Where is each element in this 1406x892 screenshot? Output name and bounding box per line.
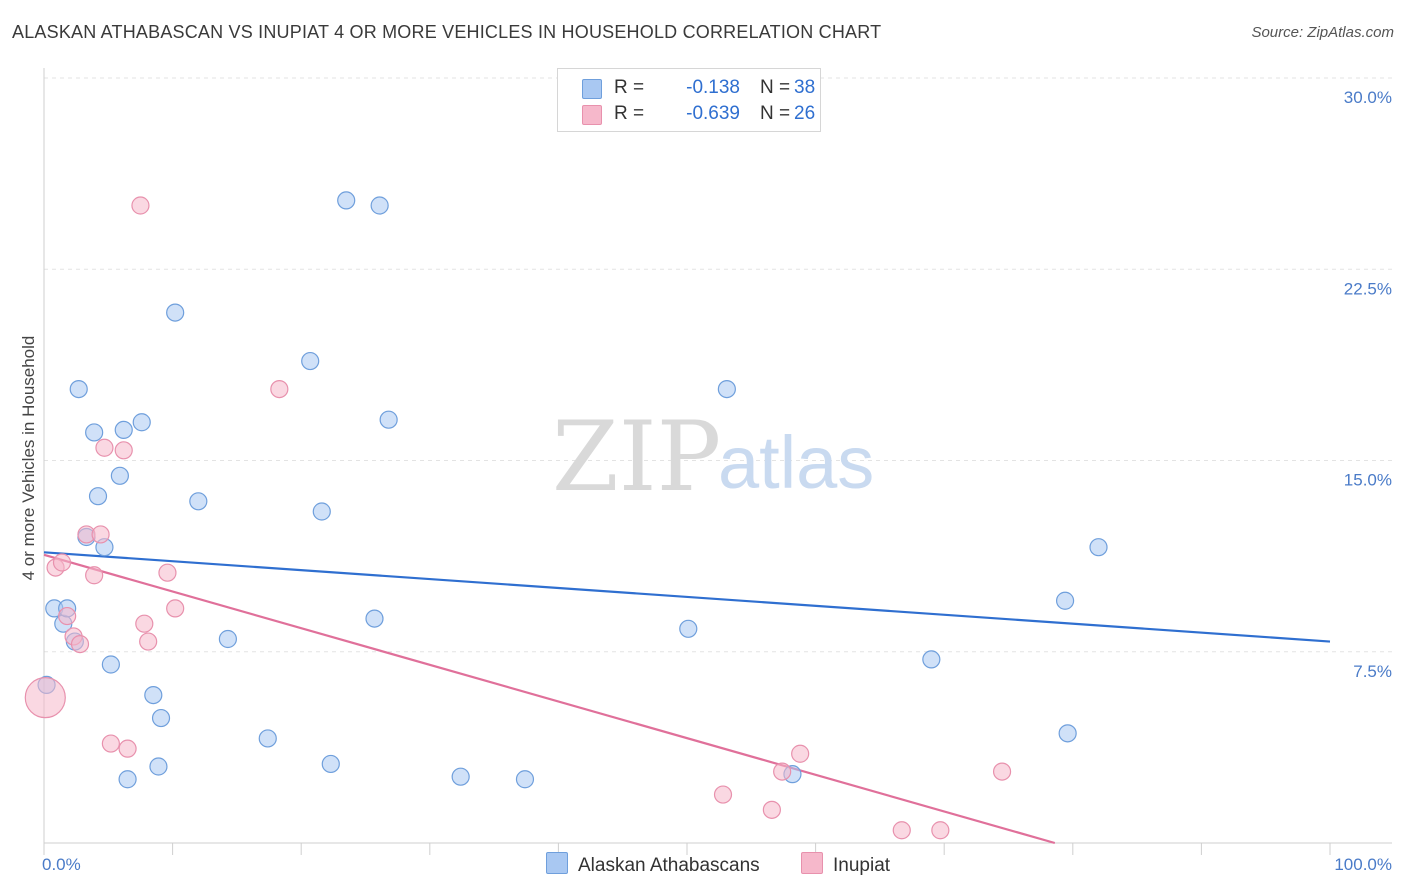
- athabascan-point: [85, 423, 104, 442]
- watermark-zip: ZIP: [552, 401, 721, 513]
- athabascan-point: [144, 685, 163, 705]
- inupiat-point: [91, 525, 110, 544]
- inupiat-point: [992, 762, 1012, 781]
- legend-n-label: N =: [760, 103, 791, 124]
- bottom-legend-swatch-inupiat: [801, 852, 823, 874]
- athabascan-point: [69, 380, 88, 399]
- inupiat-point: [85, 566, 104, 585]
- y-tick-label: 30.0%: [1344, 88, 1392, 107]
- trend-lines: [43, 551, 1331, 845]
- athabascan-point: [151, 708, 171, 728]
- athabascan-point: [922, 650, 941, 669]
- inupiat-point: [101, 734, 120, 753]
- chart-title: ALASKAN ATHABASCAN VS INUPIAT 4 OR MORE …: [12, 22, 882, 42]
- legend-n-label: N =: [760, 77, 791, 98]
- athabascan-trend-line: [43, 551, 1331, 643]
- legend-n-value: 38: [794, 77, 816, 98]
- inupiat-point: [166, 599, 185, 618]
- athabascan-point: [365, 609, 384, 628]
- athabascan-point: [312, 502, 331, 521]
- y-axis-label: 4 or more Vehicles in Household: [19, 336, 38, 581]
- legend-n-value: 26: [794, 103, 816, 124]
- bottom-legend-swatch-athabascans: [546, 852, 568, 874]
- legend-r-label: R =: [614, 103, 645, 124]
- inupiat-point: [713, 785, 733, 804]
- athabascan-point: [1055, 591, 1075, 610]
- bottom-legend-label: Inupiat: [833, 855, 891, 876]
- athabascan-point: [166, 303, 185, 322]
- y-tick-label: 7.5%: [1353, 662, 1392, 681]
- y-tick-label: 15.0%: [1344, 471, 1392, 490]
- source-credit: Source: ZipAtlas.com: [1251, 24, 1394, 41]
- athabascan-point: [337, 191, 356, 210]
- bottom-legend-inupiat: Inupiat: [801, 852, 890, 877]
- athabascan-point: [717, 380, 736, 399]
- legend-swatch-athabascans: [582, 79, 602, 99]
- athabascan-point: [110, 466, 129, 485]
- athabascan-point: [258, 729, 277, 748]
- watermark-atlas: atlas: [718, 421, 874, 504]
- inupiat-point: [773, 762, 792, 781]
- bottom-legend-athabascans: Alaskan Athabascans: [546, 852, 760, 877]
- athabascan-point: [218, 629, 237, 649]
- athabascan-point: [301, 351, 320, 371]
- athabascan-point: [451, 767, 470, 786]
- x-tick-label: 0.0%: [42, 855, 81, 874]
- inupiat-trend-line: [43, 553, 1056, 845]
- inupiat-point: [139, 632, 158, 651]
- data-points: [24, 191, 1108, 840]
- athabascan-point: [88, 487, 108, 506]
- inupiat-point: [95, 438, 114, 457]
- inupiat-point: [762, 800, 781, 819]
- athabascan-point: [1089, 538, 1108, 557]
- inupiat-point: [114, 441, 133, 460]
- legend-r-label: R =: [614, 77, 645, 98]
- inupiat-point: [52, 553, 72, 572]
- inupiat-point: [892, 821, 911, 840]
- bottom-legend-label: Alaskan Athabascans: [578, 855, 760, 876]
- inupiat-point: [131, 196, 150, 215]
- inupiat-point: [158, 563, 177, 582]
- inupiat-point: [118, 739, 137, 758]
- inupiat-point: [70, 634, 90, 654]
- athabascan-point: [370, 196, 389, 215]
- athabascan-point: [101, 655, 120, 674]
- athabascan-point: [515, 770, 535, 789]
- athabascan-point: [679, 619, 698, 638]
- gridlines: [44, 77, 1392, 653]
- tick-labels: 7.5% 15.0% 22.5% 30.0% 0.0% 100.0%: [42, 88, 1392, 874]
- legend-swatch-inupiat: [582, 105, 602, 125]
- x-tick-label: 100.0%: [1334, 855, 1392, 874]
- inupiat-point: [135, 614, 154, 633]
- athabascan-point: [132, 413, 151, 432]
- watermark: ZIP atlas: [552, 401, 874, 513]
- inupiat-point: [58, 606, 77, 626]
- legend-r-value: -0.138: [686, 77, 740, 98]
- legend-r-value: -0.639: [686, 103, 740, 124]
- inupiat-point: [24, 677, 66, 719]
- inupiat-point: [791, 744, 810, 763]
- athabascan-point: [189, 492, 208, 511]
- athabascan-point: [379, 410, 398, 429]
- athabascan-point: [114, 420, 133, 439]
- athabascan-point: [321, 754, 340, 774]
- correlation-legend: R = -0.138 N = 38 R = -0.639 N = 26: [557, 68, 821, 132]
- athabascan-point: [1058, 724, 1077, 743]
- inupiat-point: [270, 380, 289, 399]
- athabascan-point: [149, 757, 168, 776]
- athabascan-point: [118, 770, 137, 789]
- inupiat-point: [931, 821, 950, 840]
- y-tick-label: 22.5%: [1344, 279, 1392, 298]
